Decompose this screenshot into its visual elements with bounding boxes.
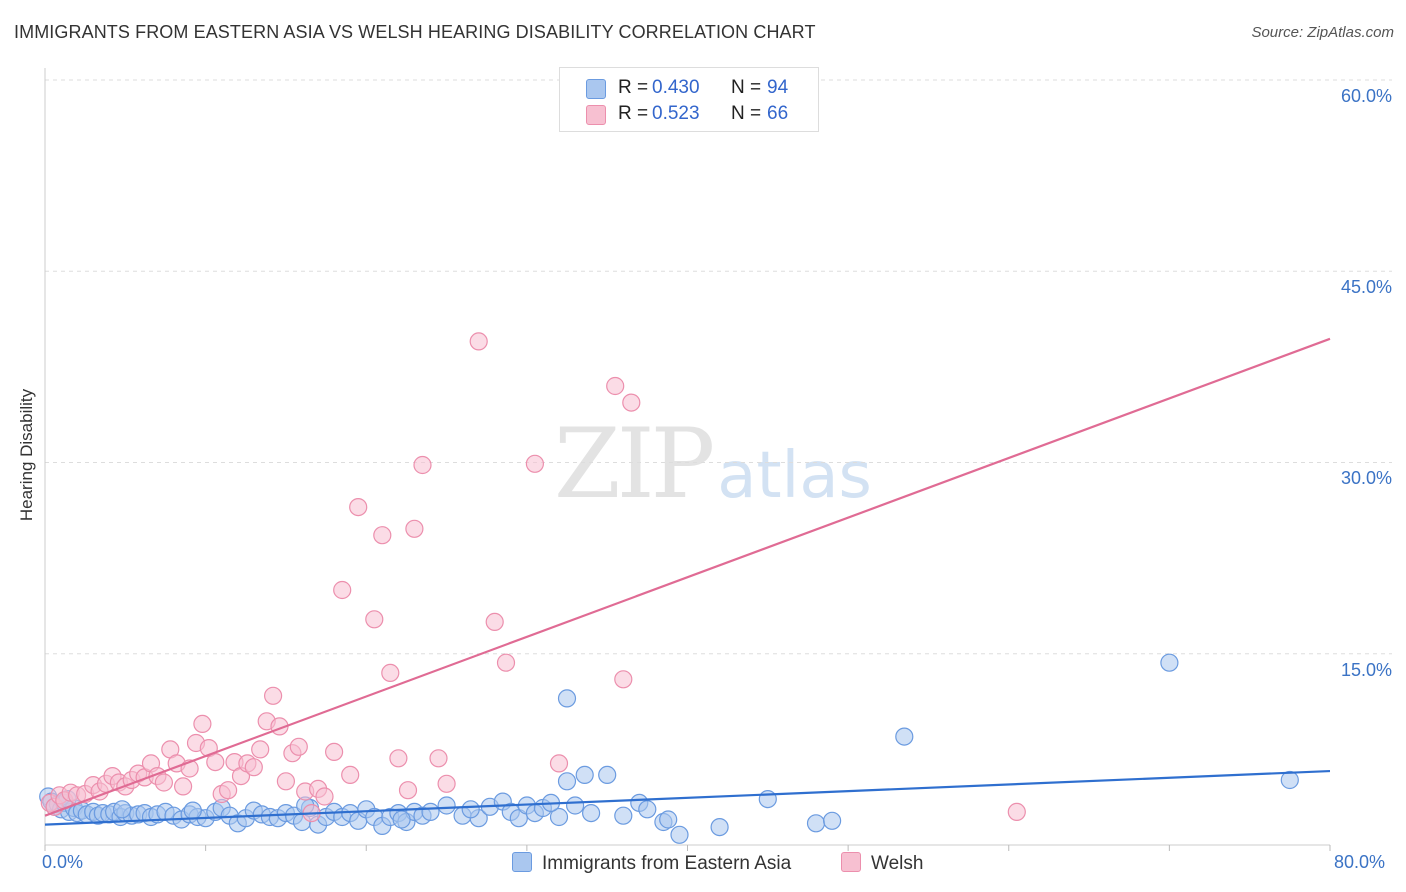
point-welsh <box>365 610 384 629</box>
data-points <box>39 332 1299 844</box>
point-eastern-asia <box>557 772 577 791</box>
point-welsh <box>349 498 368 517</box>
point-welsh <box>469 332 488 351</box>
watermark: ZIPatlas <box>554 408 872 520</box>
point-eastern-asia <box>638 800 657 819</box>
point-eastern-asia <box>461 800 480 819</box>
point-eastern-asia <box>710 817 729 837</box>
point-welsh <box>437 774 456 793</box>
legend-n-label: N = <box>731 77 762 98</box>
trend-line-eastern-asia <box>44 769 1331 826</box>
point-eastern-asia <box>581 803 601 823</box>
legend-n-label: N = <box>731 103 762 124</box>
point-welsh <box>429 749 448 768</box>
point-welsh <box>174 777 193 796</box>
point-welsh <box>244 758 263 777</box>
axes <box>44 68 1331 851</box>
point-welsh <box>525 454 545 473</box>
point-eastern-asia <box>659 810 678 829</box>
legend: R = 0.430 N = 94 R = 0.523 N = 66 <box>559 67 819 132</box>
point-welsh <box>496 653 516 672</box>
point-eastern-asia <box>549 807 569 827</box>
point-welsh <box>622 393 641 412</box>
point-welsh <box>373 526 392 545</box>
y-tick-label-15: 15.0% <box>1340 660 1392 680</box>
bottom-legend-label: Immigrants from Eastern Asia <box>542 853 792 874</box>
y-tick-label-30: 30.0% <box>1340 468 1392 488</box>
point-welsh <box>193 714 212 734</box>
point-eastern-asia <box>183 801 202 820</box>
point-eastern-asia <box>806 814 826 833</box>
point-welsh <box>315 787 334 806</box>
x-tick-label-max: 80.0% <box>1334 852 1386 872</box>
point-welsh <box>341 765 360 785</box>
point-eastern-asia <box>112 800 132 819</box>
point-welsh <box>154 773 173 792</box>
legend-r-value: 0.430 <box>652 77 700 98</box>
point-welsh <box>413 455 432 475</box>
chart-title: IMMIGRANTS FROM EASTERN ASIA VS WELSH HE… <box>14 22 816 42</box>
legend-n-value: 94 <box>767 77 789 98</box>
point-eastern-asia <box>509 809 528 828</box>
trend-lines <box>44 337 1331 826</box>
point-welsh <box>389 749 408 768</box>
point-welsh <box>206 752 225 772</box>
point-welsh <box>1007 802 1026 822</box>
source-label: Source: ZipAtlas.com <box>1251 24 1394 41</box>
legend-r-label: R = <box>618 103 649 124</box>
grid-lines <box>45 79 1392 655</box>
legend-r-value: 0.523 <box>652 103 700 124</box>
x-tick-label-min: 0.0% <box>42 852 84 872</box>
y-tick-label-45: 45.0% <box>1340 277 1392 297</box>
point-eastern-asia <box>822 811 842 830</box>
point-welsh <box>251 740 270 759</box>
bottom-legend-swatch-pink <box>841 852 861 872</box>
y-tick-label-60: 60.0% <box>1340 86 1392 106</box>
watermark-atlas: atlas <box>717 439 872 513</box>
legend-n-value: 66 <box>767 103 789 124</box>
point-welsh <box>606 376 625 396</box>
point-welsh <box>289 737 308 756</box>
point-welsh <box>614 670 633 689</box>
point-eastern-asia <box>437 796 456 815</box>
point-welsh <box>405 519 424 538</box>
point-welsh <box>485 612 504 632</box>
point-welsh <box>549 754 569 773</box>
bottom-legend-swatch-blue <box>512 852 532 872</box>
point-eastern-asia <box>1280 770 1299 790</box>
legend-r-label: R = <box>618 77 649 98</box>
bottom-legend-eastern-asia: Immigrants from Eastern Asia <box>512 852 791 875</box>
point-welsh <box>276 772 295 791</box>
point-eastern-asia <box>421 802 440 822</box>
point-welsh <box>381 663 400 683</box>
point-eastern-asia <box>1160 653 1179 672</box>
watermark-zip: ZIP <box>554 408 715 520</box>
bottom-legend-welsh: Welsh <box>841 852 923 875</box>
legend-swatch-pink <box>586 105 606 125</box>
point-eastern-asia <box>575 765 594 785</box>
point-eastern-asia <box>670 825 689 844</box>
point-eastern-asia <box>557 689 577 708</box>
point-welsh <box>264 686 283 705</box>
point-eastern-asia <box>392 810 411 829</box>
point-eastern-asia <box>565 796 585 815</box>
bottom-legend-label: Welsh <box>871 853 924 874</box>
point-welsh <box>219 781 238 800</box>
point-eastern-asia <box>614 806 633 825</box>
point-eastern-asia <box>895 727 914 746</box>
point-welsh <box>325 742 344 762</box>
trend-line-welsh <box>44 337 1331 817</box>
legend-swatch-blue <box>586 79 606 99</box>
point-welsh <box>333 580 352 600</box>
point-eastern-asia <box>598 765 617 785</box>
point-welsh <box>398 781 418 800</box>
y-axis-label: Hearing Disability <box>17 388 36 522</box>
